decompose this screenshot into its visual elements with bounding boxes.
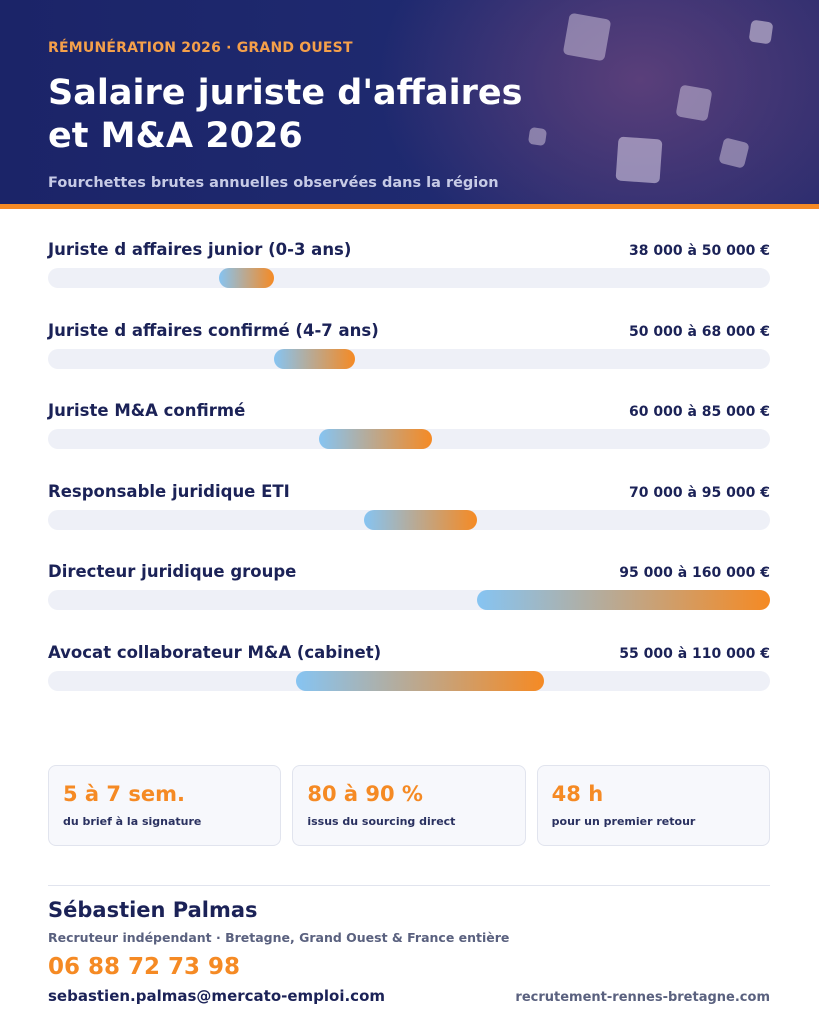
- salary-row-label: Juriste d affaires confirmé (4-7 ans): [48, 320, 379, 340]
- stat-card: 48 h pour un premier retour: [536, 765, 770, 846]
- footer-divider: [48, 885, 770, 886]
- stat-card: 5 à 7 sem. du brief à la signature: [48, 765, 282, 846]
- salary-row: Directeur juridique groupe 95 000 à 160 …: [48, 562, 770, 643]
- salary-row-label: Juriste M&A confirmé: [48, 401, 246, 421]
- salary-range-bar: [296, 670, 545, 691]
- eyebrow-label: RÉMUNÉRATION 2026 · GRAND OUEST: [48, 40, 353, 56]
- salary-range-bar: [318, 429, 432, 450]
- salary-row-range: 60 000 à 85 000 €: [629, 404, 770, 421]
- salary-row-range: 70 000 à 95 000 €: [629, 484, 770, 501]
- salary-row: Juriste d affaires junior (0-3 ans) 38 0…: [48, 240, 770, 321]
- decorative-square-icon: [615, 136, 663, 184]
- salary-row-range: 50 000 à 68 000 €: [629, 323, 770, 340]
- stat-value: 5 à 7 sem.: [63, 782, 185, 806]
- page-subtitle: Fourchettes brutes annuelles observées d…: [48, 175, 499, 191]
- contact-name: Sébastien Palmas: [48, 898, 258, 922]
- salary-row: Responsable juridique ETI 70 000 à 95 00…: [48, 482, 770, 563]
- salary-list: Juriste d affaires junior (0-3 ans) 38 0…: [48, 240, 770, 724]
- salary-range-bar: [273, 348, 355, 369]
- stat-card: 80 à 90 % issus du sourcing direct: [292, 765, 526, 846]
- salary-range-bar: [363, 509, 477, 530]
- salary-range-bar: [219, 268, 274, 288]
- salary-row-label: Directeur juridique groupe: [48, 562, 297, 582]
- salary-range-track: [48, 590, 770, 611]
- decorative-square-icon: [718, 137, 750, 169]
- salary-range-track: [48, 509, 770, 530]
- stat-value: 80 à 90 %: [307, 782, 423, 806]
- header-accent-stripe: [0, 204, 819, 209]
- decorative-square-icon: [675, 84, 713, 122]
- decorative-square-icon: [562, 12, 612, 62]
- salary-row-range: 55 000 à 110 000 €: [619, 645, 770, 662]
- salary-row: Juriste d affaires confirmé (4-7 ans) 50…: [48, 321, 770, 402]
- salary-row-range: 38 000 à 50 000 €: [629, 243, 770, 259]
- salary-range-bar: [476, 590, 770, 611]
- salary-row-label: Responsable juridique ETI: [48, 481, 290, 501]
- salary-range-track: [48, 429, 770, 450]
- stats-cards: 5 à 7 sem. du brief à la signature 80 à …: [48, 765, 770, 846]
- page-title: Salaire juriste d'affaires et M&A 2026: [48, 73, 523, 156]
- salary-range-track: [48, 348, 770, 369]
- stat-label: issus du sourcing direct: [307, 815, 456, 828]
- contact-role: Recruteur indépendant · Bretagne, Grand …: [48, 930, 510, 945]
- header-banner: RÉMUNÉRATION 2026 · GRAND OUEST Salaire …: [0, 0, 819, 204]
- stat-label: du brief à la signature: [63, 815, 202, 828]
- salary-row-label: Juriste d affaires junior (0-3 ans): [48, 240, 352, 259]
- salary-range-track: [48, 670, 770, 691]
- salary-row: Juriste M&A confirmé 60 000 à 85 000 €: [48, 401, 770, 482]
- contact-website-link[interactable]: recrutement-rennes-bretagne.com: [515, 990, 770, 1005]
- decorative-square-icon: [748, 19, 774, 45]
- salary-row-label: Avocat collaborateur M&A (cabinet): [48, 642, 382, 662]
- salary-range-track: [48, 268, 770, 288]
- contact-email-link[interactable]: sebastien.palmas@mercato-emploi.com: [48, 987, 386, 1005]
- contact-phone-link[interactable]: 06 88 72 73 98: [48, 954, 241, 980]
- salary-row-range: 95 000 à 160 000 €: [619, 565, 770, 582]
- stat-value: 48 h: [551, 782, 604, 806]
- stat-label: pour un premier retour: [551, 815, 696, 828]
- salary-row: Avocat collaborateur M&A (cabinet) 55 00…: [48, 643, 770, 724]
